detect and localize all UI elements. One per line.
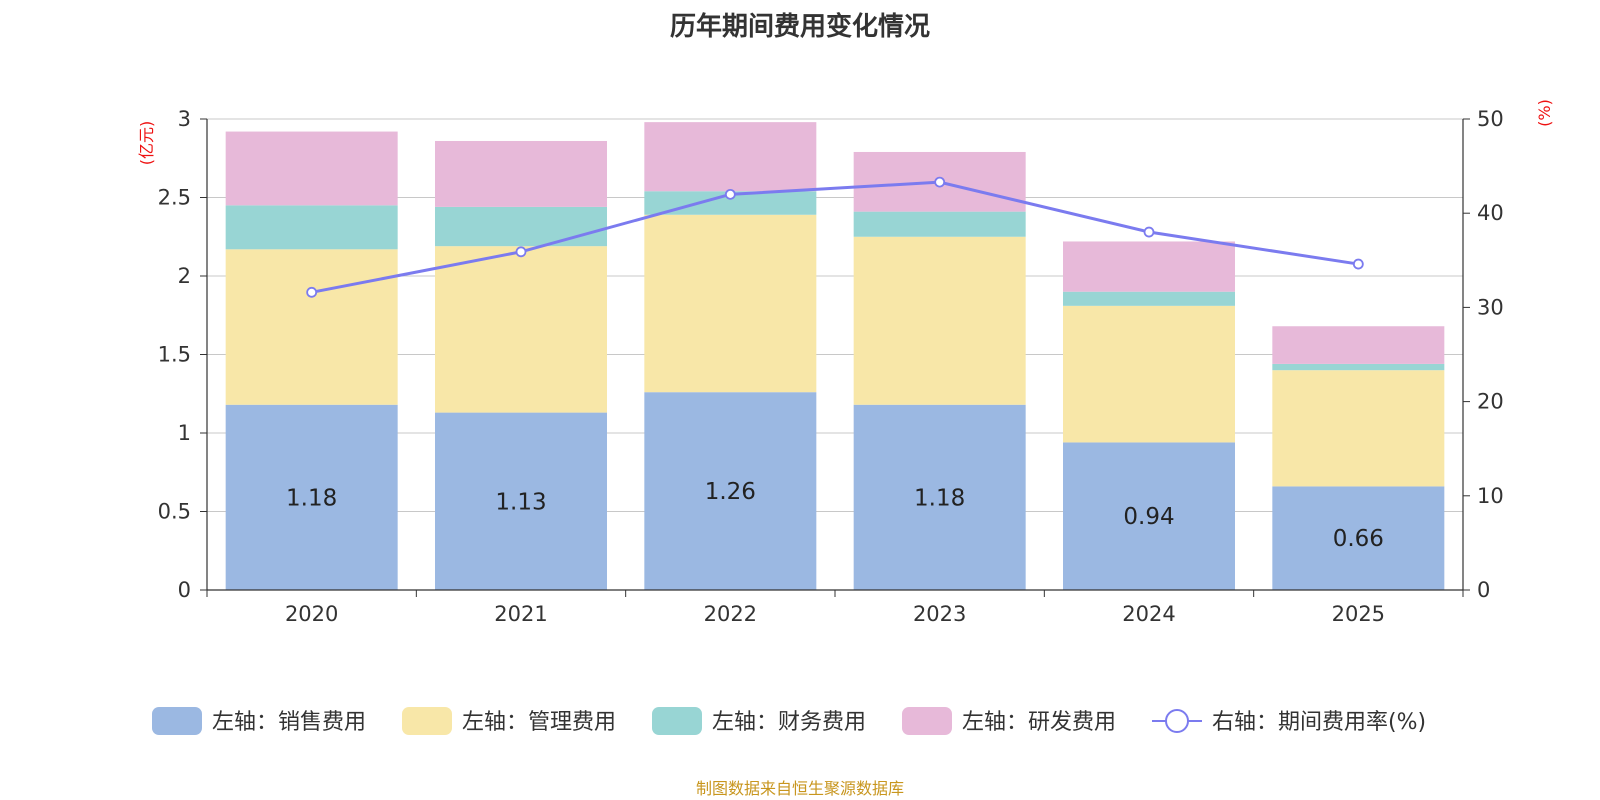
rate-line-point: [1352, 258, 1364, 270]
left-axis-tick-label: 2: [178, 264, 191, 288]
bar-segment-4: [644, 122, 817, 192]
rate-line-point: [724, 188, 736, 200]
bar-segment-3: [1063, 291, 1235, 306]
bar-segment-2: [1272, 370, 1445, 487]
legend-swatch: [402, 707, 452, 735]
bar-segment-4: [435, 140, 607, 207]
bar-segment-4: [1063, 241, 1235, 292]
right-axis-tick-label: 10: [1477, 484, 1504, 508]
left-axis-tick-label: 0.5: [158, 500, 191, 524]
legend-swatch: [652, 707, 702, 735]
bar-segment-2: [435, 246, 607, 413]
bar-segment-1: [853, 404, 1026, 590]
left-axis-tick-label: 3: [178, 107, 191, 131]
legend-swatch: [152, 707, 202, 735]
legend-label: 左轴：管理费用: [462, 710, 616, 735]
left-axis-tick-label: 0: [178, 578, 191, 602]
rate-line: [311, 180, 1359, 294]
bar-data-label: 1.13: [495, 489, 546, 515]
left-axis-tick-label: 1: [178, 421, 191, 445]
bar-data-label: 0.94: [1123, 504, 1174, 530]
x-axis-tick-label: 2025: [1332, 602, 1385, 626]
legend-line-marker: [1165, 709, 1189, 733]
rate-line-point: [306, 286, 318, 298]
legend-label: 左轴：财务费用: [712, 710, 866, 735]
bar-segment-2: [644, 214, 817, 393]
legend-label: 右轴：期间费用率(%): [1212, 710, 1426, 735]
bar-data-label: 1.18: [914, 485, 965, 511]
bar-segment-2: [853, 236, 1026, 405]
bar-segment-3: [225, 205, 398, 250]
bar-data-label: 1.18: [286, 485, 337, 511]
bar-segment-2: [1063, 305, 1235, 443]
bar-segment-2: [225, 249, 398, 405]
bar-segment-1: [1272, 486, 1445, 590]
bar-segment-4: [225, 131, 398, 206]
source-footer: 制图数据来自恒生聚源数据库: [695, 779, 904, 798]
x-axis-tick-label: 2021: [494, 602, 547, 626]
bar-segment-3: [644, 191, 817, 215]
left-axis-tick-label: 1.5: [158, 343, 191, 367]
bar-segment-3: [1272, 363, 1445, 371]
right-axis-unit: (%): [1535, 99, 1554, 127]
x-axis-tick-label: 2022: [704, 602, 757, 626]
bar-segment-1: [225, 404, 398, 590]
x-axis-tick-label: 2023: [913, 602, 966, 626]
x-axis-tick-label: 2024: [1122, 602, 1175, 626]
right-axis-tick-label: 20: [1477, 390, 1504, 414]
bar-data-label: 0.66: [1333, 526, 1384, 552]
chart-title: 历年期间费用变化情况: [669, 12, 930, 42]
right-axis-tick-label: 40: [1477, 201, 1504, 225]
bar-segment-1: [644, 392, 817, 590]
bar-segment-4: [1272, 326, 1445, 364]
right-axis-tick-label: 30: [1477, 295, 1504, 319]
right-axis-tick-label: 0: [1477, 578, 1490, 602]
bar-data-label: 1.26: [705, 479, 756, 505]
legend-label: 左轴：研发费用: [962, 710, 1116, 735]
left-axis-tick-label: 2.5: [158, 186, 191, 210]
rate-line-point: [934, 176, 946, 188]
legend-swatch: [902, 707, 952, 735]
rate-line-point: [1143, 226, 1155, 238]
left-axis-unit: (亿元): [137, 121, 156, 166]
right-axis-tick-label: 50: [1477, 107, 1504, 131]
rate-line-point: [515, 246, 527, 258]
x-axis-tick-label: 2020: [285, 602, 338, 626]
bar-segment-3: [435, 206, 607, 247]
legend-label: 左轴：销售费用: [212, 710, 366, 735]
bar-segment-3: [853, 211, 1026, 237]
bar-segment-1: [435, 412, 607, 590]
bar-segment-1: [1063, 442, 1235, 590]
